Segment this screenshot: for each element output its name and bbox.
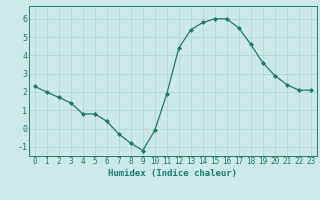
X-axis label: Humidex (Indice chaleur): Humidex (Indice chaleur) [108, 169, 237, 178]
